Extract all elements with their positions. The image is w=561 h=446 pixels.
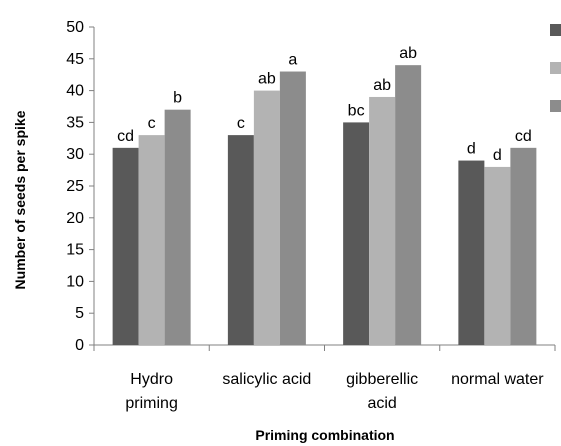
y-tick-label: 10: [66, 273, 84, 290]
y-tick-label: 5: [75, 305, 84, 322]
x-category-label: acid: [367, 395, 396, 412]
bar: [138, 135, 165, 345]
bars: [112, 65, 537, 346]
significance-label: c: [237, 115, 245, 132]
significance-label: b: [173, 90, 182, 107]
y-tick-label: 0: [75, 337, 84, 354]
x-category-label: salicylic acid: [222, 371, 311, 388]
y-tick-label: 15: [66, 242, 84, 259]
significance-label: d: [493, 147, 502, 164]
y-tick-label: 25: [66, 178, 84, 195]
y-tick-label: 45: [66, 51, 84, 68]
y-tick-label: 30: [66, 146, 84, 163]
significance-label: d: [467, 141, 476, 158]
significance-label: ab: [258, 71, 276, 88]
bar: [510, 147, 537, 345]
x-category-label: priming: [125, 395, 177, 412]
significance-label: ab: [399, 45, 417, 62]
bar: [395, 65, 422, 345]
y-axis: 0 5 10 15 20 25 30 35 40 45 50: [66, 19, 95, 354]
y-tick-label: 40: [66, 83, 84, 100]
significance-label: a: [288, 52, 297, 69]
x-category-label: Hydro: [130, 371, 173, 388]
x-category-label: gibberellic: [346, 371, 418, 388]
significance-label: cd: [515, 128, 532, 145]
bar: [253, 90, 280, 345]
significance-label: bc: [348, 102, 365, 119]
bar: [164, 109, 191, 346]
bar: [112, 147, 139, 345]
bar: [227, 135, 254, 345]
significance-label: ab: [373, 77, 391, 94]
bar: [458, 160, 485, 345]
significance-label: cd: [117, 128, 134, 145]
legend-swatch: [550, 62, 561, 74]
bar: [369, 96, 396, 346]
legend-swatch: [550, 100, 561, 112]
y-tick-label: 20: [66, 210, 84, 227]
significance-label: c: [148, 115, 156, 132]
y-tick-label: 35: [66, 114, 84, 131]
x-axis-title: Priming combination: [255, 427, 394, 443]
x-category-label: normal water: [451, 371, 544, 388]
x-axis: Hydro priming salicylic acid gibberellic aci…: [93, 344, 556, 412]
legend-swatch: [550, 24, 561, 36]
bar: [343, 122, 370, 346]
y-tick-label: 50: [66, 19, 84, 36]
bar: [279, 71, 306, 346]
bar: [484, 166, 511, 345]
legend: [550, 24, 561, 112]
y-axis-title: Number of seeds per spike: [12, 110, 28, 289]
